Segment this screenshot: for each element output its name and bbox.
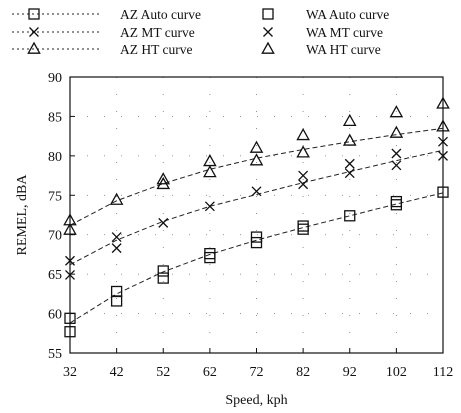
data-point-triangle [296,145,310,158]
data-point-x [391,160,402,171]
legend-item: WA HT curve [261,41,381,57]
curves [69,127,444,324]
data-point-triangle [203,165,217,178]
data-point-square [297,223,309,235]
data-point-square [157,265,169,277]
legend-item: WA MT curve [263,25,383,40]
x-tick-label: 62 [203,365,217,380]
data-point-triangle [389,105,404,118]
y-tick-label: 85 [48,110,62,125]
y-tick-label: 65 [48,268,62,283]
data-point-triangle [342,133,357,146]
legend-item: AZ HT curve [12,41,192,57]
y-axis-title: REMEL, dBA [15,174,30,256]
x-tick-label: 72 [250,365,264,380]
legend-label: AZ Auto curve [120,7,201,22]
data-point-triangle [389,125,404,138]
y-tick-label: 70 [48,229,62,244]
data-point-triangle [249,140,264,153]
x-tick-label: 42 [110,365,124,380]
data-point-x [391,148,402,159]
data-point-square [250,236,263,249]
data-point-triangle [342,113,357,127]
curve-line-square [69,192,444,324]
data-point-x [204,201,215,212]
plot-frame [69,76,444,354]
x-tick-label: 82 [296,365,310,380]
legend-label: WA HT curve [306,42,381,57]
y-tick-label: 75 [48,189,62,204]
legend-label: AZ HT curve [120,42,192,57]
legend-label: AZ MT curve [120,25,195,40]
data-point-square [204,247,216,260]
data-markers [63,96,450,338]
legend-marker-square [262,8,274,20]
x-tick-label: 112 [433,365,453,380]
data-point-square [390,199,403,211]
data-point-x [111,243,122,254]
legend-marker-triangle [261,41,275,54]
data-point-triangle [249,153,264,166]
legend-item: AZ Auto curve [12,7,201,22]
y-tick-label: 90 [48,71,62,86]
data-point-square [344,210,356,222]
data-point-triangle [203,154,217,167]
legend-marker-x [29,27,39,37]
axes: 55 60 65 70 75 80 85 90 32 42 52 62 72 82 92 102 112 [48,71,453,380]
data-point-square [297,220,309,232]
legend: AZ Auto curve AZ MT curve AZ HT curve WA Au… [12,7,389,57]
data-point-x [344,158,355,169]
legend-item: WA Auto curve [262,7,389,22]
y-tick-label: 55 [48,347,62,362]
legend-label: WA MT curve [306,25,383,40]
legend-marker-triangle [27,41,41,54]
curve-line-x [69,149,444,266]
legend-item: AZ MT curve [12,25,195,40]
x-tick-label: 92 [343,365,357,380]
y-tick-label: 80 [48,150,62,165]
data-point-x [251,186,262,197]
legend-marker-x [263,27,273,37]
data-point-x [158,217,169,228]
data-point-x [111,232,122,243]
x-tick-label: 102 [386,365,407,380]
data-point-triangle [156,172,171,185]
data-point-triangle [296,128,310,141]
data-point-x [298,179,309,190]
data-point-square [110,285,123,298]
x-tick-label: 52 [156,365,170,380]
data-point-square [204,251,216,264]
x-axis-title: Speed, kph [225,393,287,408]
x-tick-label: 32 [63,365,77,380]
legend-marker-square [28,8,40,20]
data-point-x [298,170,309,181]
grid [70,77,443,353]
data-point-triangle [156,176,171,190]
data-point-x [344,168,355,179]
y-tick-label: 60 [48,308,62,323]
data-point-square [157,272,169,284]
legend-label: WA Auto curve [306,7,389,22]
data-point-triangle [109,192,124,205]
data-point-square [110,295,123,307]
